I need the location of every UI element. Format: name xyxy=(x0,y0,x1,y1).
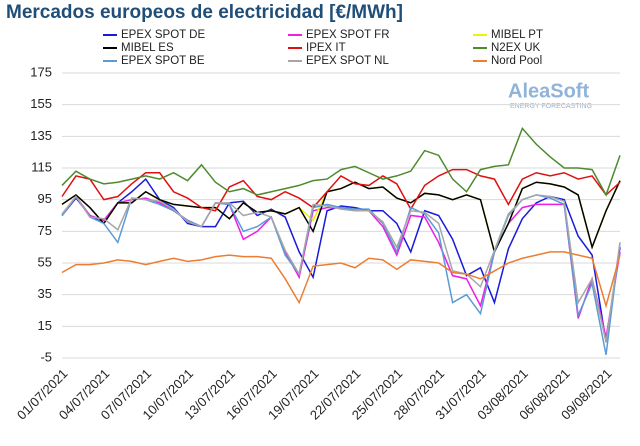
series-line xyxy=(61,177,621,343)
chart-title: Mercados europeos de electricidad [€/MWh… xyxy=(6,2,403,23)
series-line xyxy=(61,195,621,338)
series-line xyxy=(61,126,621,197)
series-line xyxy=(61,168,621,212)
legend-label: EPEX SPOT BE xyxy=(121,55,205,67)
y-tick-label: 55 xyxy=(38,254,52,269)
series-line xyxy=(61,180,621,255)
legend-label: Nord Pool xyxy=(491,55,542,67)
y-tick-label: 155 xyxy=(30,96,52,111)
y-tick-label: -5 xyxy=(40,349,52,364)
logo-tagline: ENERGY FORECASTING xyxy=(510,103,592,110)
legend-label: N2EX UK xyxy=(491,42,541,54)
y-tick-label: 35 xyxy=(38,286,52,301)
y-tick-label: 135 xyxy=(30,128,52,143)
legend-label: EPEX SPOT DE xyxy=(121,29,205,41)
legend-label: IPEX IT xyxy=(306,42,346,54)
series-line xyxy=(61,251,621,309)
legend-label: MIBEL PT xyxy=(491,29,543,41)
y-tick-label: 75 xyxy=(38,223,52,238)
legend-label: MIBEL ES xyxy=(121,42,174,54)
y-tick-label: 15 xyxy=(38,318,52,333)
legend-label: EPEX SPOT NL xyxy=(306,55,389,67)
y-tick-label: 175 xyxy=(30,64,52,79)
legend-label: EPEX SPOT FR xyxy=(306,29,390,41)
series-line xyxy=(61,194,621,355)
y-tick-label: 95 xyxy=(38,191,52,206)
series-line xyxy=(61,194,621,343)
logo-name: AleaSoft xyxy=(508,80,589,102)
y-tick-label: 115 xyxy=(31,159,52,174)
